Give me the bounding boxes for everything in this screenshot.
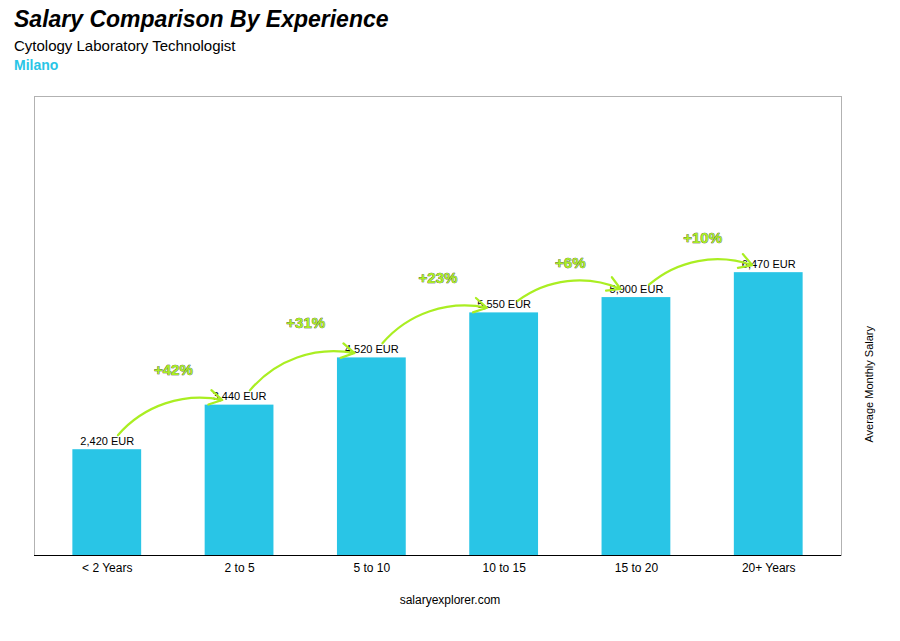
svg-text:+31%: +31% xyxy=(286,314,325,331)
svg-text:4,520 EUR: 4,520 EUR xyxy=(344,342,399,355)
svg-text:5,550 EUR: 5,550 EUR xyxy=(477,297,532,310)
svg-text:5,900 EUR: 5,900 EUR xyxy=(609,282,664,295)
svg-text:20+ Years: 20+ Years xyxy=(742,561,796,575)
svg-text:10 to 15: 10 to 15 xyxy=(482,561,526,575)
svg-text:2 to 5: 2 to 5 xyxy=(225,561,255,575)
html-text:Cytology Laboratory Technologi: Cytology Laboratory Technologist xyxy=(14,37,236,54)
html-text:Salary Comparison By Experienc: Salary Comparison By Experience xyxy=(14,6,389,32)
html-text:Milano: Milano xyxy=(14,57,59,73)
svg-text:2,420 EUR: 2,420 EUR xyxy=(80,435,134,447)
svg-text:5 to 10: 5 to 10 xyxy=(354,561,391,575)
html-text:salaryexplorer.com: salaryexplorer.com xyxy=(399,593,501,607)
svg-text:3,440 EUR: 3,440 EUR xyxy=(212,390,267,403)
svg-text:6,470 EUR: 6,470 EUR xyxy=(741,257,796,270)
svg-text:< 2 Years: < 2 Years xyxy=(82,561,132,575)
svg-text:15 to 20: 15 to 20 xyxy=(615,561,659,575)
svg-text:+6%: +6% xyxy=(555,254,585,271)
svg-text:+10%: +10% xyxy=(683,229,722,246)
svg-text:Average Monthly Salary: Average Monthly Salary xyxy=(863,326,875,443)
svg-text:+23%: +23% xyxy=(419,269,458,286)
svg-text:+42%: +42% xyxy=(154,361,193,378)
